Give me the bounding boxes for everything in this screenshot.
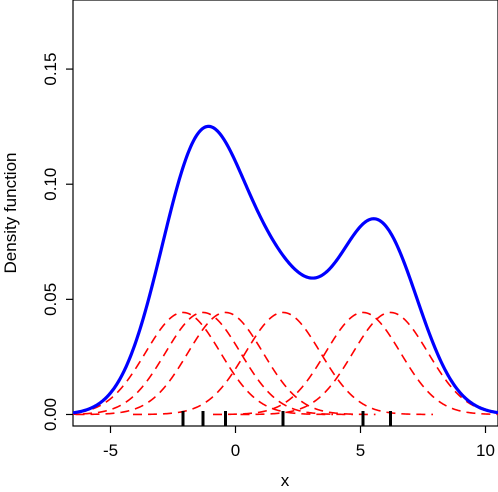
y-tick-label-3: 0.10 <box>41 168 60 201</box>
y-tick-label-4: 0.15 <box>41 53 60 86</box>
y-axis-label: Density function <box>1 153 20 274</box>
kernel-curve-6 <box>240 311 498 416</box>
kde-curve-group <box>73 124 498 415</box>
x-tick-label-1: -5 <box>103 441 118 460</box>
kernel-curve-4 <box>133 311 433 416</box>
kernel-curve-3 <box>75 311 376 416</box>
kde-curve <box>73 124 498 415</box>
x-tick-label-3: 5 <box>356 441 365 460</box>
y-axis: 0.00 0.05 0.10 0.15 <box>41 53 73 431</box>
x-axis: -5 0 5 10 <box>103 426 495 460</box>
x-axis-label: x <box>281 471 290 490</box>
y-tick-label-2: 0.05 <box>41 283 60 316</box>
rug-marks <box>181 411 392 426</box>
kernel-curve-5 <box>213 311 498 416</box>
kernel-curve-1 <box>73 311 333 416</box>
kernel-curve-2 <box>73 311 353 416</box>
x-tick-label-2: 0 <box>231 441 240 460</box>
x-tick-label-4: 10 <box>476 441 495 460</box>
y-tick-label-1: 0.00 <box>41 398 60 431</box>
plot-frame <box>72 0 498 427</box>
